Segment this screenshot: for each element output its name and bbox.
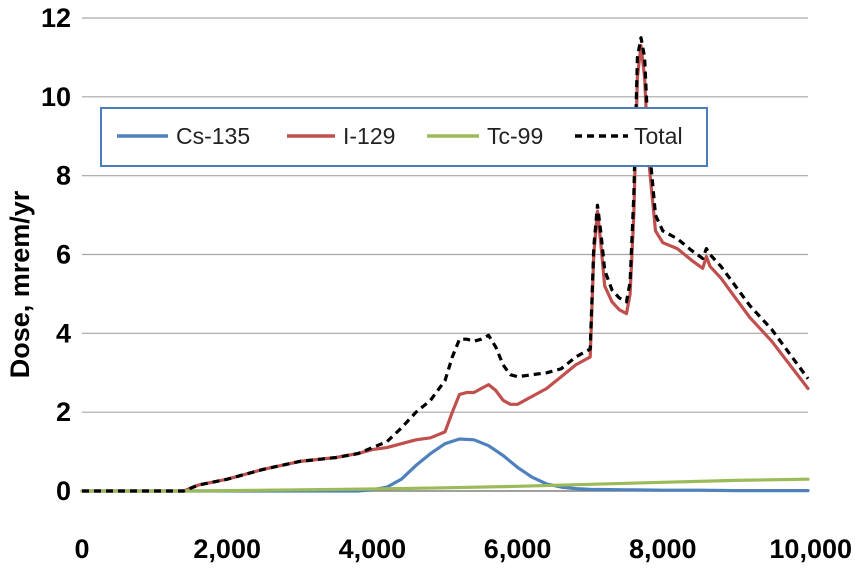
y-tick-label: 6 [56, 240, 71, 270]
y-tick-label: 10 [41, 82, 71, 112]
x-tick-label: 8,000 [629, 534, 697, 564]
series-line-tc-99 [80, 477, 810, 493]
gridlines [82, 17, 808, 413]
x-tick-label: 2,000 [193, 534, 261, 564]
legend-label: I-129 [343, 123, 395, 149]
x-tick-label: 0 [74, 534, 89, 564]
y-tick-label: 12 [41, 3, 71, 33]
y-tick-label: 4 [56, 318, 71, 348]
x-tick-label: 4,000 [339, 534, 407, 564]
legend-label: Cs-135 [176, 123, 250, 149]
x-tick-labels: 0 2,000 4,000 6,000 8,000 10,000 [74, 534, 852, 564]
x-tick-label: 6,000 [484, 534, 552, 564]
y-tick-label: 2 [56, 397, 71, 427]
legend-label: Total [634, 123, 683, 149]
y-tick-labels: 0 2 4 6 8 10 12 [41, 3, 71, 506]
series-line-i-129 [80, 43, 810, 493]
y-axis-label: Dose, mrem/yr [5, 190, 35, 378]
y-tick-label: 0 [56, 476, 71, 506]
series-line-total [82, 36, 810, 493]
series-layer [80, 36, 810, 493]
x-tick-label: 10,000 [769, 534, 852, 564]
legend: Cs-135 I-129 Tc-99 Total [100, 107, 708, 167]
legend-label: Tc-99 [487, 123, 543, 149]
series-line-cs-135 [80, 437, 810, 493]
y-tick-label: 8 [56, 161, 71, 191]
